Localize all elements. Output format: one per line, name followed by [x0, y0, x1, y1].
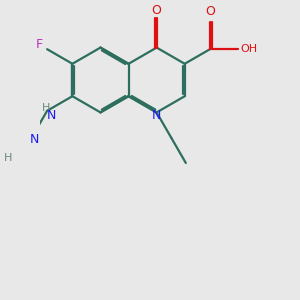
- Text: H: H: [4, 153, 12, 163]
- Text: H: H: [42, 103, 51, 112]
- Text: O: O: [205, 5, 215, 18]
- Text: N: N: [152, 109, 161, 122]
- Text: F: F: [36, 38, 43, 51]
- Text: N: N: [29, 133, 39, 146]
- Text: O: O: [152, 4, 162, 17]
- Text: N: N: [46, 109, 56, 122]
- Text: OH: OH: [240, 44, 257, 54]
